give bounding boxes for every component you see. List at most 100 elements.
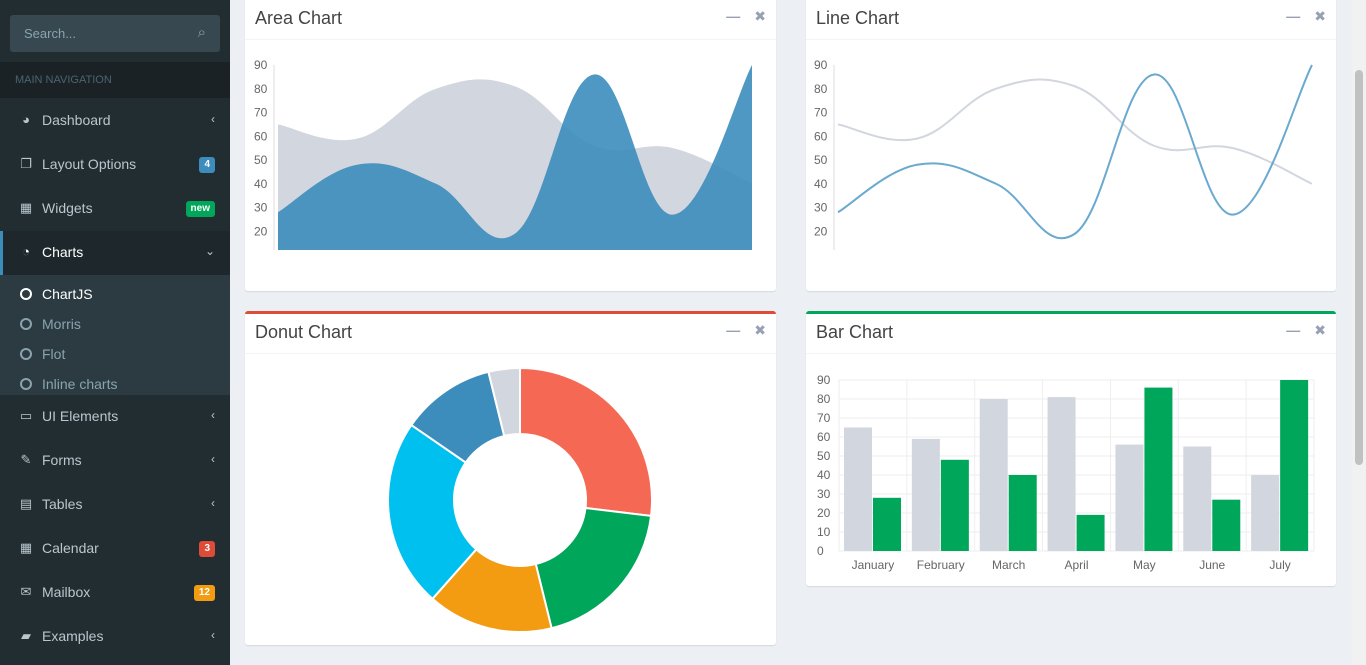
badge: 12 [193,585,215,601]
sidebar-item-label: UI Elements [42,408,119,424]
sidebar-item-label: Widgets [42,200,93,216]
y-tick-label: 40 [254,177,268,191]
scrollbar-thumb[interactable] [1355,70,1363,465]
box-title: Donut Chart [255,322,353,342]
pie-chart-icon: ◔ [22,244,30,259]
y-tick-label: 80 [814,82,828,96]
sidebar-item-label: Examples [42,628,104,644]
y-tick-label: 30 [817,487,831,501]
bar-chart: 0 10 20 30 40 50 60 70 80 90 January February March A… [817,373,1315,572]
donut-slice [534,506,653,630]
bar-digital-goods [873,497,901,551]
submenu-label: Morris [42,315,81,332]
sidebar-item-tables[interactable]: ▤ Tables ‹ [0,483,230,527]
close-icon[interactable]: ✖ [1314,8,1326,24]
submenu-label: Flot [42,345,66,362]
y-tick-label: 70 [254,106,268,120]
x-tick-label: February [917,558,965,572]
circle-icon [20,287,32,300]
edit-icon: ✎ [20,452,32,467]
dashboard-icon: ◕ [22,112,30,127]
circle-icon [20,317,32,330]
close-icon[interactable]: ✖ [754,322,766,338]
y-tick-label: 10 [814,248,828,250]
badge: 3 [199,541,215,557]
sidebar: Search... ⌕ MAIN NAVIGATION ◕ Dashboard ‹ ❐ L… [0,0,230,665]
sidebar-item-charts[interactable]: ◔ Charts ⌄ [0,231,230,275]
sidebar-item-forms[interactable]: ✎ Forms ‹ [0,439,230,483]
minimize-icon[interactable]: — [1286,322,1301,338]
sidebar-item-label: Forms [42,452,82,468]
y-tick-label: 40 [814,177,828,191]
submenu-item[interactable]: ChartJS [0,275,230,305]
y-tick-label: 70 [817,411,831,425]
sidebar-item-label: Dashboard [42,112,111,128]
donut-slice [519,366,653,518]
sidebar-item-label: Charts [42,244,84,260]
sidebar-item-calendar[interactable]: ▦ Calendar 3 [0,527,230,571]
laptop-icon: ▭ [19,408,33,423]
x-tick-label: April [1064,558,1088,572]
box-title: Bar Chart [816,322,894,342]
sidebar-item-mailbox[interactable]: ✉ Mailbox 12 [0,571,230,615]
chevron-left-icon: ‹ [211,452,215,466]
bar-electronics [844,427,872,551]
area-series-digital-goods [278,65,752,250]
y-tick-label: 20 [817,506,831,520]
circle-icon [20,347,32,360]
bar-digital-goods [1144,387,1173,551]
y-tick-label: 60 [254,129,268,143]
bar-electronics [1251,475,1280,551]
submenu-item[interactable]: Morris [0,305,230,335]
y-tick-label: 10 [817,525,831,539]
scrollbar[interactable] [1352,0,1366,665]
bar-digital-goods [1076,514,1105,551]
bar-electronics [911,438,940,551]
y-tick-label: 80 [817,392,831,406]
sidebar-item-label: Layout Options [42,156,137,172]
area-chart-box: Area Chart—✖ 102030405060708090JanuaryFe… [245,0,776,291]
bar-electronics [1047,397,1076,551]
sidebar-item-ui-elements[interactable]: ▭ UI Elements ‹ [0,395,230,439]
x-tick-label: January [852,558,895,572]
main-navigation-header: MAIN NAVIGATION [0,62,230,98]
badge: 4 [199,157,215,173]
close-icon[interactable]: ✖ [754,8,766,24]
y-tick-label: 50 [814,153,828,167]
calendar-icon: ▦ [19,540,33,555]
search-input[interactable]: Search... ⌕ [10,15,220,52]
bar-electronics [1115,444,1144,551]
minimize-icon[interactable]: — [726,322,741,338]
y-tick-label: 30 [254,201,268,215]
y-tick-label: 80 [254,82,268,96]
box-title: Line Chart [816,8,900,28]
y-tick-label: 90 [814,58,828,72]
charts-submenu: ChartJS Morris Flot Inline charts [0,275,230,395]
search-placeholder: Search... [24,26,77,41]
y-tick-label: 50 [817,449,831,463]
sidebar-item-layout-options[interactable]: ❐ Layout Options 4 [0,143,230,187]
minimize-icon[interactable]: — [726,8,741,24]
submenu-item[interactable]: Flot [0,335,230,365]
sidebar-item-label: Calendar [42,540,99,556]
bar-digital-goods [1280,380,1309,551]
bar-digital-goods [940,459,969,551]
close-icon[interactable]: ✖ [1314,322,1326,338]
submenu-item[interactable]: Inline charts [0,365,230,395]
donut-chart [387,366,653,633]
donut-slice [387,423,478,601]
sidebar-item-widgets[interactable]: ▦ Widgets new [0,187,230,231]
line-series-electronics [837,78,1313,185]
submenu-label: Inline charts [42,375,118,392]
minimize-icon[interactable]: — [1286,8,1301,24]
chevron-left-icon: ‹ [211,628,215,642]
bar-digital-goods [1212,499,1241,551]
sidebar-item-examples[interactable]: ▰ Examples ‹ [0,615,230,659]
y-tick-label: 20 [254,224,268,238]
y-tick-label: 50 [254,153,268,167]
chevron-left-icon: ‹ [211,496,215,510]
sidebar-item-dashboard[interactable]: ◕ Dashboard ‹ [0,99,230,143]
search-icon[interactable]: ⌕ [197,24,206,41]
y-tick-label: 70 [814,106,828,120]
y-tick-label: 10 [254,248,268,250]
